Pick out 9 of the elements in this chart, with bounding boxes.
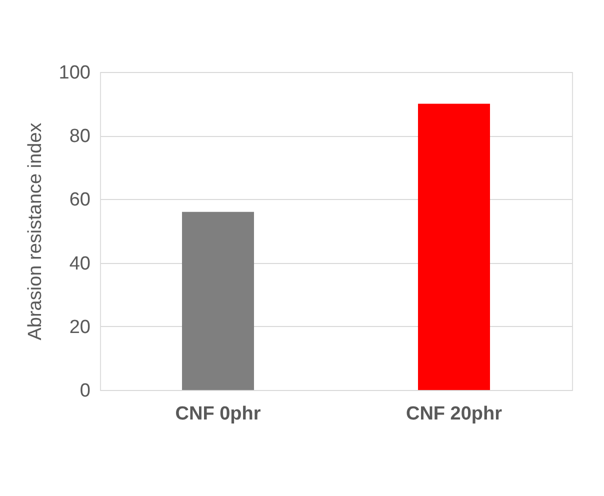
x-tick-label: CNF 0phr [175,404,262,424]
y-tick-label: 20 [69,316,90,338]
y-axis-title: Abrasion resistance index [24,122,46,340]
y-tick-label: 0 [80,380,90,402]
y-tick-label: 100 [58,62,90,84]
y-tick-label: 40 [69,253,90,274]
y-tick-label: 60 [69,190,90,211]
y-tick-label: 80 [69,126,90,148]
x-tick-label: CNF 20phr [406,404,503,424]
